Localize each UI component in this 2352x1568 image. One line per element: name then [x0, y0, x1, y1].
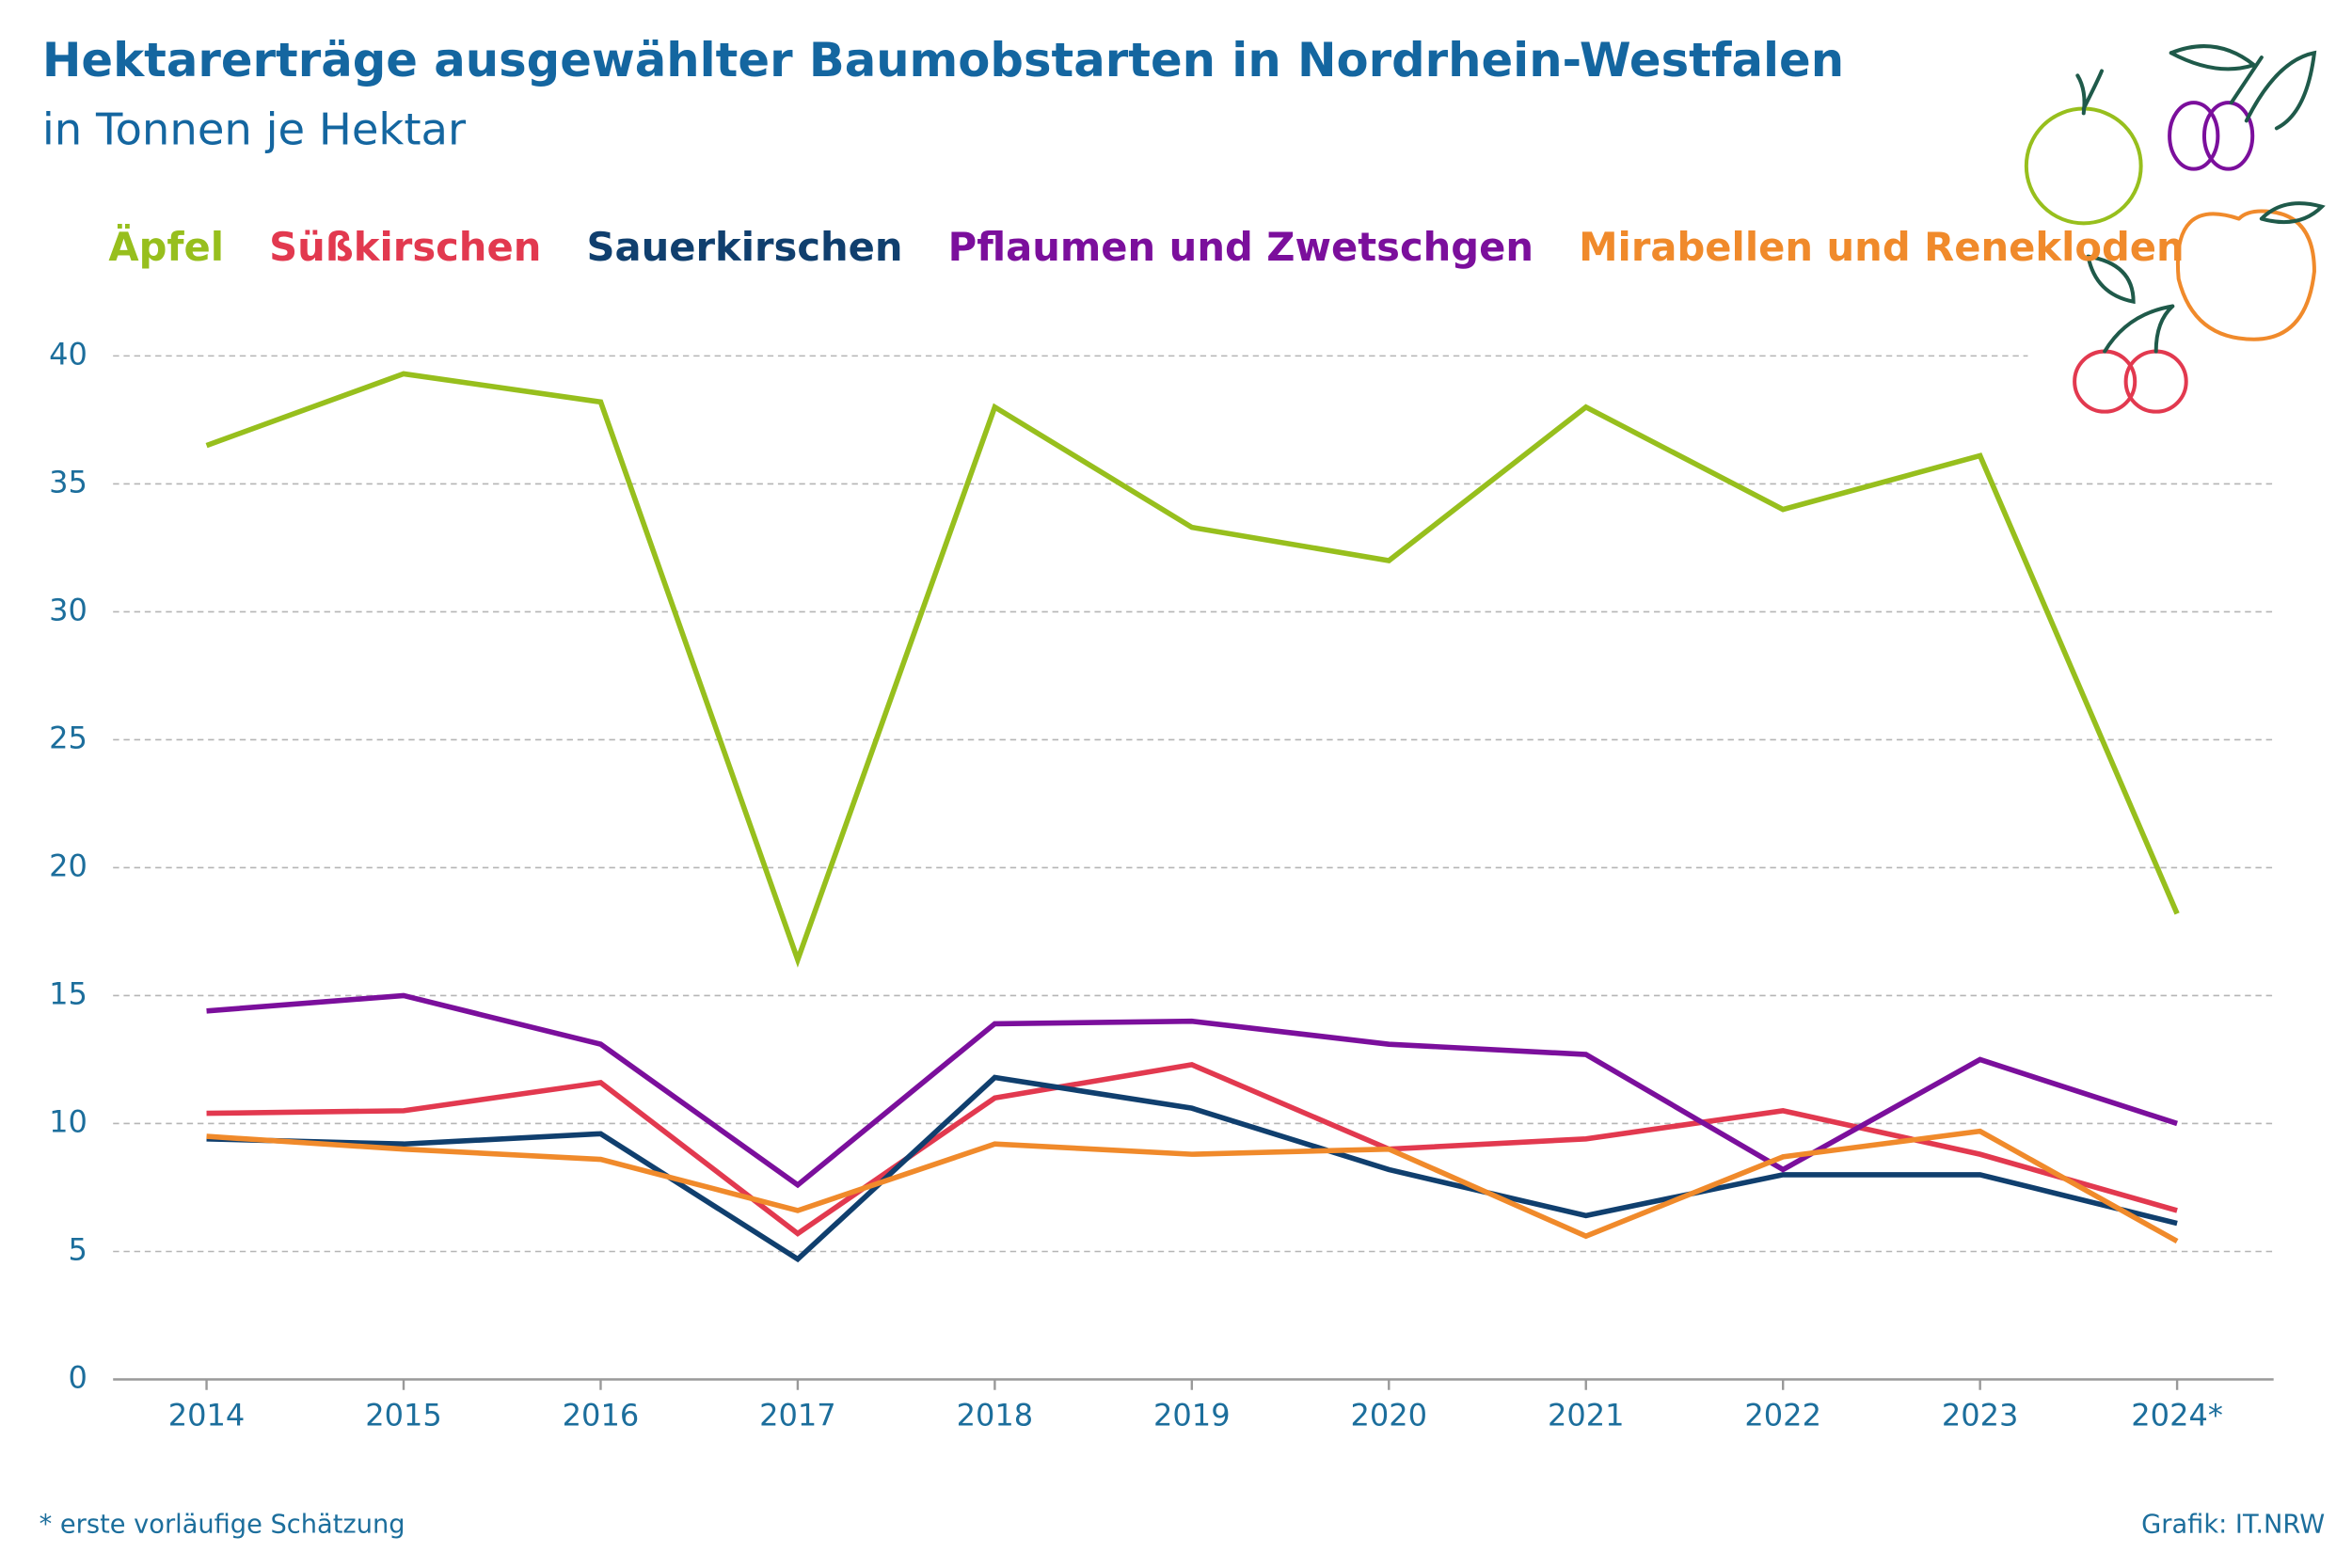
peach-icon	[2175, 209, 2316, 341]
y-tick-label: 5	[69, 1231, 87, 1267]
x-tick-label: 2019	[1153, 1398, 1231, 1433]
series-line	[205, 371, 2180, 968]
series-line	[206, 992, 2178, 1189]
apple-stem	[2075, 69, 2104, 116]
x-tick-label: 2015	[365, 1398, 442, 1433]
y-tick-label: 25	[49, 720, 87, 755]
y-tick-label: 40	[49, 336, 87, 372]
x-tick-label: 2014	[168, 1398, 246, 1433]
y-tick-label: 35	[49, 464, 87, 499]
series-line	[206, 1074, 2178, 1263]
series-line	[206, 1062, 2178, 1237]
y-tick-label: 20	[49, 847, 87, 883]
apple-icon	[2024, 106, 2143, 226]
legend-entry: Äpfel	[108, 224, 224, 270]
legend-entry: Pflaumen und Zwetschgen	[948, 224, 1534, 270]
plum-icon	[2201, 101, 2255, 171]
y-tick-label: 0	[69, 1360, 87, 1396]
fruit-icons	[2024, 44, 2326, 414]
y-tick-label: 10	[49, 1103, 87, 1139]
legend-entry: Sauerkirschen	[586, 224, 902, 270]
legend-entry: Süßkirschen	[269, 224, 541, 270]
x-tick-label: 2024*	[2131, 1398, 2223, 1433]
chart-subtitle: in Tonnen je Hektar	[42, 104, 467, 155]
x-tick-label: 2021	[1548, 1398, 1625, 1433]
x-tick-label: 2017	[759, 1398, 836, 1433]
plum-leaves	[2169, 44, 2317, 131]
x-tick-label: 2023	[1942, 1398, 2019, 1433]
footnote: * erste vorläufige Schätzung	[40, 1510, 405, 1539]
peach-leaf	[2259, 201, 2326, 225]
x-tick-label: 2018	[957, 1398, 1034, 1433]
series-line	[206, 1128, 2179, 1244]
x-tick-label: 2022	[1744, 1398, 1821, 1433]
x-tick-label: 2020	[1351, 1398, 1428, 1433]
chart-title: Hektarerträge ausgewählter Baumobstarten…	[42, 33, 1844, 87]
y-tick-label: 15	[49, 975, 87, 1011]
source: Grafik: IT.NRW	[2141, 1510, 2325, 1539]
plum-icon	[2168, 101, 2220, 171]
x-tick-label: 2016	[563, 1398, 640, 1433]
legend-entry: Mirabellen und Renekloden	[1579, 224, 2185, 270]
cherry-stems	[2086, 254, 2175, 354]
y-tick-label: 30	[49, 592, 87, 627]
grid	[113, 355, 2274, 1253]
